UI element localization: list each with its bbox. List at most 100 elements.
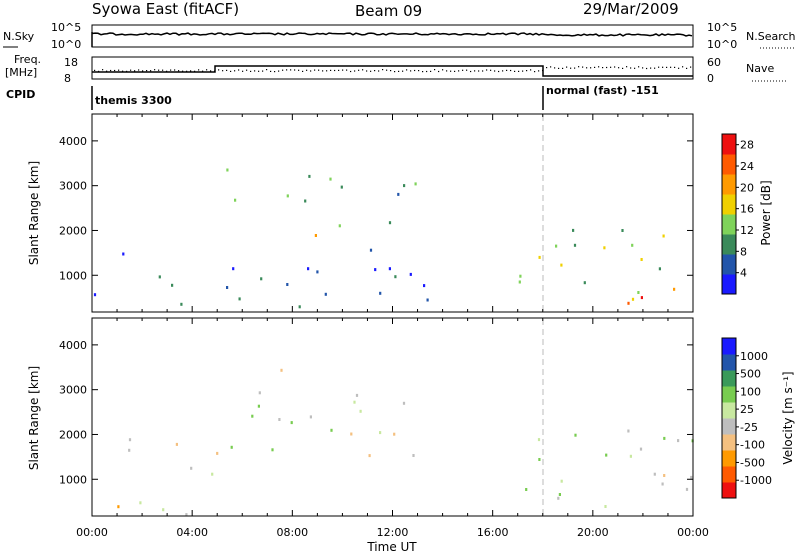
cpid-segment-1: themis 3300: [95, 94, 172, 107]
nave-dot: [354, 70, 356, 72]
colorbar-segment: [722, 482, 736, 499]
echo-cell: [226, 168, 229, 172]
nave-dot: [514, 70, 516, 72]
nsky-trace: [91, 32, 693, 47]
nave-dot: [314, 69, 316, 71]
echo-cell: [329, 177, 332, 181]
nave-dot: [398, 70, 400, 72]
echo-cell: [128, 438, 132, 442]
nave-dot: [246, 69, 248, 71]
nave-dot: [362, 69, 364, 71]
x-tick-label: 20:00: [577, 526, 609, 539]
echo-cell: [258, 391, 261, 395]
nave-dot: [582, 66, 584, 68]
nave-dot: [342, 69, 344, 71]
y-tick-label: 2000: [59, 428, 87, 441]
nave-dot: [414, 69, 416, 72]
nave-dot: [658, 66, 660, 68]
nave-dot: [446, 70, 448, 72]
nave-dot: [226, 69, 228, 71]
nave-dot: [498, 70, 500, 73]
echo-cell: [653, 472, 656, 476]
echo-cell: [298, 305, 301, 309]
power-colorbar: 4 8 12 16 20 24 28: [721, 133, 754, 295]
colorbar-tick-label: 4: [740, 267, 747, 280]
colorbar-tick-label: -25: [740, 421, 758, 434]
beam-title: Beam 09: [355, 2, 422, 20]
echo-cell: [560, 479, 563, 483]
velocity-x-ticks: 00:00 04:00 08:00 12:00 16:00 20:00 00:00: [76, 318, 709, 539]
echo-cell: [128, 448, 131, 452]
nave-dot: [406, 69, 408, 71]
nave-dot: [114, 69, 116, 72]
nave-dot: [474, 70, 476, 72]
x-tick-label: 08:00: [276, 526, 308, 539]
nave-dot: [250, 70, 252, 72]
cpid-label: CPID: [6, 88, 35, 101]
nave-dot: [338, 69, 340, 71]
echo-cell: [234, 198, 237, 202]
nave-dot: [462, 69, 464, 71]
colorbar-segment: [722, 234, 736, 255]
date-title: 29/Mar/2009: [583, 0, 679, 18]
nave-dot: [542, 69, 544, 72]
echo-cell: [379, 291, 382, 295]
nave-dot: [366, 70, 368, 72]
nave-dot: [334, 69, 336, 72]
echo-cell: [171, 283, 174, 287]
colorbar-segment: [722, 274, 736, 295]
nave-dot: [290, 69, 292, 71]
echo-cell: [257, 404, 260, 408]
colorbar-tick-label: 500: [740, 368, 761, 381]
power-panel: 1000 2000 3000 4000 Slant Range [km] 4 8 12 16…: [27, 113, 773, 313]
nave-dot: [594, 66, 596, 68]
colorbar-tick-label: 25: [740, 403, 754, 416]
nave-dot: [562, 67, 564, 69]
nave-dot: [642, 67, 644, 69]
nave-dot: [238, 69, 240, 71]
cpid-segment-2: normal (fast) -151: [546, 84, 659, 97]
echo-cell: [309, 415, 312, 419]
colorbar-frame: [721, 337, 737, 499]
nave-dot: [318, 69, 320, 71]
nave-dot: [678, 67, 680, 69]
echo-cell: [388, 267, 391, 271]
echo-cell: [158, 275, 161, 279]
station-title: Syowa East (fitACF): [92, 0, 239, 18]
echo-cell: [286, 194, 289, 198]
nave-dot: [610, 66, 612, 68]
echo-cell: [519, 274, 522, 278]
echo-cell: [685, 487, 689, 491]
echo-cell: [538, 255, 541, 259]
nave-dot: [194, 70, 196, 72]
nave-dot: [570, 67, 572, 69]
echo-cell: [369, 248, 373, 252]
colorbar-segment: [722, 338, 736, 355]
noise-panel: N.Sky 10^5 10^0 10^5 10^0 N.Search: [3, 21, 796, 51]
nave-dot: [690, 66, 692, 68]
nave-dot: [166, 70, 168, 72]
nave-dot: [538, 70, 540, 72]
echo-cell: [414, 182, 417, 186]
echo-cell: [185, 513, 188, 517]
nave-dot: [270, 70, 272, 72]
echo-cell: [379, 431, 382, 435]
nave-dot: [326, 70, 328, 72]
echo-cell: [117, 505, 120, 509]
nave-dot: [650, 67, 652, 69]
nave-dot: [590, 67, 592, 69]
colorbar-segment: [722, 402, 736, 419]
nave-dot: [606, 66, 608, 69]
nave-dot: [386, 69, 388, 71]
nave-dot: [682, 66, 684, 68]
x-tick-label: 16:00: [477, 526, 509, 539]
colorbar-tick-label: 100: [740, 385, 761, 398]
nave-dot: [554, 67, 556, 69]
y-tick-label: 3000: [59, 180, 87, 193]
nave-dot: [102, 69, 104, 71]
nave-dot: [134, 70, 136, 72]
echo-cell: [374, 268, 377, 272]
freq-tick-top: 18: [64, 56, 78, 69]
freq-label: Freq.: [14, 53, 41, 66]
